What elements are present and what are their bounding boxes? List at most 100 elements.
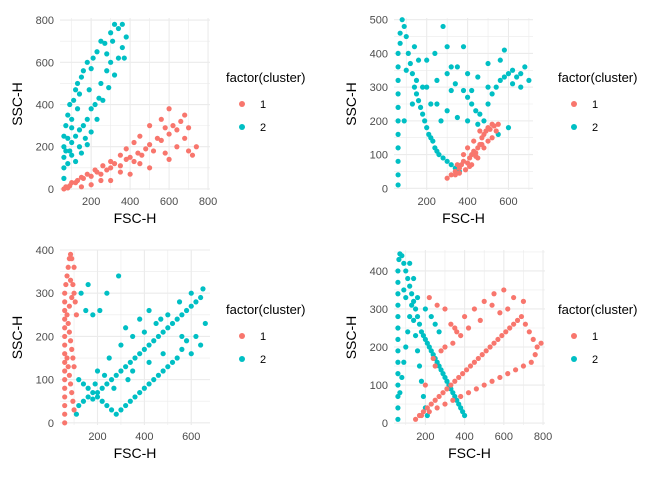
data-point [115, 25, 122, 32]
data-point [491, 340, 497, 346]
grid [60, 249, 210, 425]
data-point [80, 398, 87, 404]
data-point [428, 101, 434, 107]
data-point [98, 80, 104, 87]
series-2 [61, 21, 129, 181]
data-point [397, 30, 403, 36]
data-point [155, 333, 162, 340]
data-point [413, 91, 420, 97]
data-point [94, 389, 101, 396]
data-point [166, 156, 172, 162]
data-point [497, 374, 503, 381]
data-point [485, 101, 491, 107]
data-point [62, 411, 68, 417]
x-tick-label: 600 [499, 196, 517, 208]
data-point [489, 378, 495, 384]
data-point [137, 389, 143, 396]
data-point [141, 385, 147, 391]
data-point [448, 172, 454, 178]
data-point [66, 303, 72, 309]
data-point [511, 294, 517, 301]
data-point [415, 98, 422, 104]
data-point [158, 137, 164, 144]
legend-key-2 [571, 356, 577, 362]
data-point [73, 312, 80, 318]
data-point [452, 378, 458, 384]
data-point [160, 351, 166, 357]
data-point [115, 55, 122, 61]
y-tick-label: 400 [36, 245, 54, 257]
data-point [72, 180, 79, 186]
data-point [123, 364, 129, 370]
data-point [420, 84, 426, 90]
data-point [395, 348, 401, 354]
data-point [158, 116, 164, 122]
data-point [438, 118, 444, 124]
data-point [407, 60, 413, 67]
data-point [182, 135, 188, 141]
data-point [84, 59, 90, 65]
x-tick-label: 600 [160, 196, 178, 208]
data-point [67, 101, 73, 108]
data-point [511, 321, 517, 327]
data-point [479, 352, 485, 358]
data-point [69, 125, 75, 131]
y-tick-label: 500 [370, 15, 388, 27]
data-point [418, 378, 425, 384]
data-point [471, 359, 478, 365]
data-point [495, 121, 501, 127]
y-tick-label: 200 [36, 331, 54, 343]
data-point [411, 317, 417, 323]
data-point [514, 74, 520, 80]
data-point [137, 133, 143, 139]
data-point [119, 44, 125, 51]
data-point [121, 55, 127, 61]
data-point [169, 320, 176, 327]
data-point [428, 401, 434, 407]
data-point [88, 129, 94, 135]
series-1 [62, 251, 80, 426]
data-point [92, 167, 98, 173]
data-point [395, 302, 401, 308]
y-tick-label: 200 [36, 142, 54, 154]
data-point [432, 50, 438, 57]
y-tick-label: 200 [370, 116, 388, 128]
data-point [76, 377, 82, 383]
data-point [522, 321, 528, 327]
x-axis-title: FSC-H [442, 210, 485, 226]
data-point [473, 386, 479, 392]
data-point [401, 23, 407, 30]
data-point [412, 332, 419, 339]
data-point [94, 116, 100, 122]
data-point [100, 163, 106, 169]
data-point [395, 416, 401, 422]
data-point [158, 316, 164, 322]
x-tick-label: 400 [455, 431, 473, 443]
data-point [90, 396, 96, 402]
data-point [442, 401, 448, 407]
data-point [464, 118, 471, 124]
data-point [165, 325, 171, 331]
data-point [108, 377, 115, 383]
data-point [409, 101, 415, 107]
legend-title: factor(cluster) [226, 302, 305, 317]
data-point [430, 355, 436, 362]
data-point [395, 145, 401, 151]
data-point [118, 407, 124, 413]
data-point [98, 177, 104, 184]
data-point [395, 371, 401, 377]
data-point [477, 317, 483, 323]
data-point [428, 313, 434, 320]
data-point [64, 273, 70, 279]
data-point [395, 50, 401, 57]
data-point [407, 260, 413, 266]
data-point [72, 299, 78, 305]
data-point [487, 344, 493, 350]
data-point [432, 397, 438, 403]
data-point [174, 355, 180, 361]
data-point [396, 256, 402, 263]
y-tick-label: 600 [36, 57, 54, 69]
data-point [72, 133, 79, 139]
data-point [64, 355, 70, 361]
data-point [147, 123, 153, 129]
